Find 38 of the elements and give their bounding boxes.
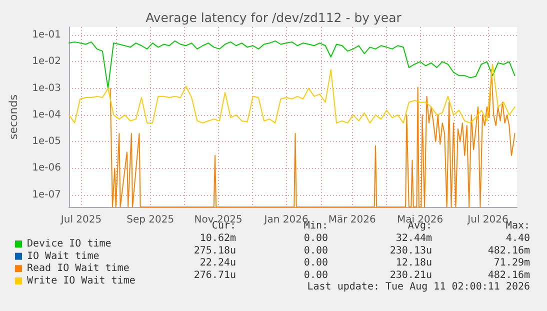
- line-series: [68, 64, 516, 124]
- text: 12.18u: [396, 258, 432, 269]
- text: 482.16m: [488, 245, 530, 256]
- y-tick-label: 1e-04: [32, 109, 61, 120]
- text: 71.29m: [494, 258, 530, 269]
- text: 4.40: [506, 233, 530, 244]
- y-tick-label: 1e-01: [32, 30, 61, 41]
- text: 0.00: [304, 233, 328, 244]
- x-tick-label: Mär 2026: [328, 214, 376, 226]
- y-tick-label: 1e-03: [32, 82, 61, 94]
- x-tick-label: Sep 2025: [126, 214, 174, 226]
- text: Max:: [506, 220, 530, 232]
- y-tick-label: 1e-06: [32, 162, 61, 174]
- line-series: [110, 69, 516, 208]
- chart-title: Average latency for /dev/zd112 - by year: [146, 10, 402, 25]
- line-series: [68, 40, 516, 89]
- text: 10.62m: [200, 233, 236, 244]
- text: 230.13u: [390, 245, 432, 256]
- y-tick-label: 1e-07: [32, 189, 61, 200]
- text: 275.18u: [194, 245, 236, 256]
- text: 276.71u: [194, 270, 236, 281]
- text: 32.44m: [396, 233, 432, 244]
- text: 0.00: [304, 258, 328, 269]
- legend-label: Device IO time: [27, 238, 112, 250]
- text: 482.16m: [488, 270, 530, 281]
- text: Last update: Tue Aug 11 02:00:11 2026: [307, 282, 530, 292]
- legend-label: Read IO Wait time: [27, 263, 130, 274]
- x-tick-label: Jul 2025: [60, 214, 102, 226]
- text: Min:: [304, 220, 328, 232]
- text: 230.21u: [390, 270, 432, 281]
- text: 22.24u: [200, 258, 236, 269]
- y-tick-label: 1e-02: [32, 56, 61, 68]
- y-tick-label: 1e-05: [32, 136, 61, 148]
- text: 0.00: [304, 270, 328, 281]
- text: 0.00: [304, 245, 328, 256]
- legend-label: Write IO Wait time: [27, 275, 136, 286]
- legend-label: IO Wait time: [27, 250, 100, 262]
- y-axis-title: seconds: [7, 94, 20, 140]
